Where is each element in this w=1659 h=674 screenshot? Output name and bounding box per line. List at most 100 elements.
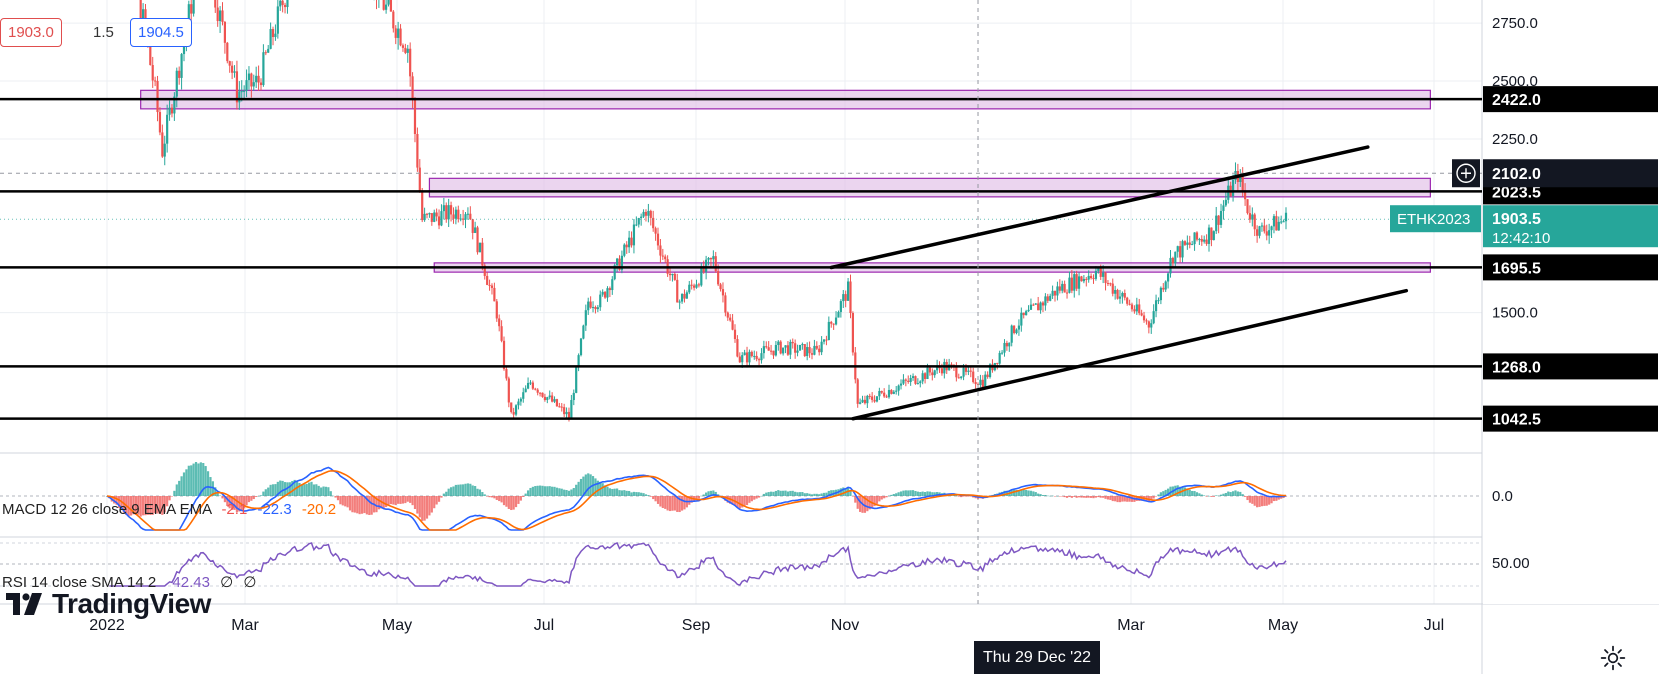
rsi-legend[interactable]: RSI 14 close SMA 14 2 42.43 ∅ ∅ xyxy=(2,573,256,591)
candle-body xyxy=(1222,205,1225,211)
macd-hist-bar xyxy=(129,496,133,516)
macd-hist-bar xyxy=(745,496,749,506)
macd-hist-bar xyxy=(584,474,587,496)
macd-hist-bar xyxy=(428,496,431,516)
macd-legend[interactable]: MACD 12 26 close 9 EMA EMA -2.1 -22.3 -2… xyxy=(2,501,336,518)
macd-hist-bar xyxy=(522,496,525,497)
macd-hist-bar xyxy=(1150,496,1153,501)
candle-body xyxy=(825,339,828,341)
candle-body xyxy=(1147,321,1150,328)
candle-body xyxy=(1013,325,1016,334)
candle-body xyxy=(1128,303,1131,305)
gear-icon[interactable] xyxy=(1600,645,1626,671)
candle-body xyxy=(765,346,768,348)
macd-hist-bar xyxy=(623,490,626,496)
macd-hist-bar xyxy=(324,486,328,496)
macd-hist-bar xyxy=(878,496,881,502)
time-tick-label: 2022 xyxy=(89,617,125,634)
candle-body xyxy=(430,213,433,222)
candle-body xyxy=(748,351,751,363)
candle-body xyxy=(1097,268,1100,271)
macd-hist-bar xyxy=(697,496,701,499)
candle-body xyxy=(998,352,1001,364)
macd-hist-bar xyxy=(1219,494,1223,496)
macd-hist-bar xyxy=(668,496,672,512)
macd-hist-bar xyxy=(1121,496,1124,502)
candle-body xyxy=(1263,225,1266,232)
candle-body xyxy=(883,392,886,397)
candle-body xyxy=(921,373,924,382)
macd-hist-bar xyxy=(387,496,390,505)
candle-body xyxy=(567,411,571,419)
candle-body xyxy=(635,224,638,226)
macd-hist-bar xyxy=(543,486,547,496)
candle-body xyxy=(221,10,224,22)
price-tick-label: 2250.0 xyxy=(1492,131,1538,148)
macd-hist-bar xyxy=(243,496,246,509)
macd-hist-bar xyxy=(464,483,467,496)
macd-hist-bar xyxy=(555,487,559,496)
macd-hist-bar xyxy=(1212,496,1215,497)
candle-body xyxy=(709,257,713,260)
candle-body xyxy=(866,395,869,404)
ask-price[interactable]: 1904.5 xyxy=(130,18,192,47)
macd-hist-bar xyxy=(794,491,797,496)
candle-body xyxy=(433,212,436,222)
macd-hist-bar xyxy=(916,491,919,496)
candle-body xyxy=(656,233,660,246)
macd-hist-bar xyxy=(332,495,335,497)
price-tick-label: 2500.0 xyxy=(1492,73,1538,90)
candle-body xyxy=(156,81,159,113)
candle-body xyxy=(382,0,385,10)
candle-body xyxy=(1094,270,1098,279)
macd-hist-bar xyxy=(909,490,912,496)
time-axis: 2022 Mar May Jul Sep Nov Mar May Jul xyxy=(89,617,1444,634)
macd-hist-bar xyxy=(1256,496,1259,508)
macd-hist-bar xyxy=(767,492,770,496)
candle-body xyxy=(1046,296,1049,301)
candle-body xyxy=(856,379,859,404)
macd-hist-bar xyxy=(563,489,566,496)
macd-hist-bar xyxy=(507,496,510,509)
macd-hist-bar xyxy=(117,496,121,508)
macd-hist-bar xyxy=(137,496,140,515)
macd-hist-bar xyxy=(185,469,188,496)
tradingview-logo[interactable]: TradingView xyxy=(6,588,211,620)
macd-zero-label: 0.0 xyxy=(1492,488,1513,505)
macd-hist-bar xyxy=(363,496,366,514)
candle-body xyxy=(526,382,530,389)
candle-body xyxy=(493,287,496,302)
candle-body xyxy=(753,355,756,357)
macd-hist-bar xyxy=(481,492,484,496)
macd-hist-bar xyxy=(796,492,799,496)
macd-hist-bar xyxy=(1123,496,1126,502)
macd-hist-bar xyxy=(168,496,171,501)
macd-hist-bar xyxy=(1217,495,1220,497)
candle-body xyxy=(1183,241,1187,245)
candle-body xyxy=(1280,221,1283,223)
macd-hist-bar xyxy=(223,496,226,503)
macd-hist-bar xyxy=(1056,495,1059,497)
macd-hist-bar xyxy=(502,496,506,506)
candle-body xyxy=(235,71,239,103)
candle-body xyxy=(1111,283,1114,294)
macd-hist-bar xyxy=(957,496,960,497)
macd-hist-bar xyxy=(1087,496,1090,498)
candle-body xyxy=(387,0,390,5)
candle-body xyxy=(806,347,809,357)
candle-body xyxy=(902,379,905,384)
candle-body xyxy=(676,279,679,303)
macd-hist-bar xyxy=(288,482,291,496)
macd-hist-bar xyxy=(1193,491,1196,496)
candle-body xyxy=(413,99,417,135)
candle-body xyxy=(928,367,931,373)
candle-body xyxy=(1090,275,1093,279)
macd-hist-bar xyxy=(1099,496,1102,498)
candle-body xyxy=(1150,323,1153,328)
macd-hist-bar xyxy=(1128,496,1131,502)
macd-hist-bar xyxy=(960,496,963,498)
candle-body xyxy=(421,191,424,221)
bid-price[interactable]: 1903.0 xyxy=(0,18,62,47)
candle-body xyxy=(245,80,248,91)
